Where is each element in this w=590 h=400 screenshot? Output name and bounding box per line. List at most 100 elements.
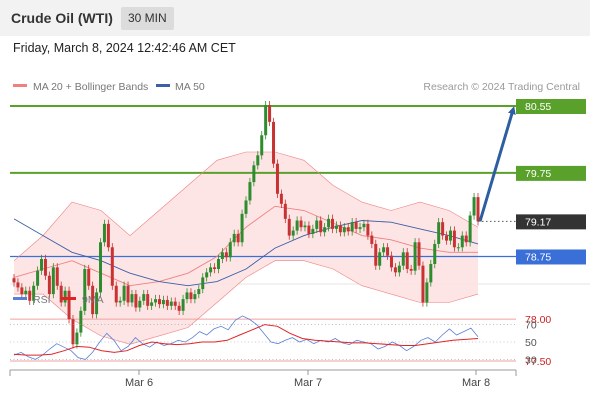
candle	[232, 229, 236, 247]
rsi-lines	[13, 315, 479, 360]
candle	[268, 100, 272, 127]
candle	[220, 248, 224, 264]
candle	[142, 289, 146, 305]
x-label-3: Mar 8	[462, 377, 490, 389]
candle	[24, 286, 28, 299]
candle	[389, 251, 393, 272]
candle	[295, 216, 299, 235]
candlestick-series	[12, 100, 480, 349]
candle	[346, 223, 350, 236]
candle	[299, 216, 303, 232]
candle	[185, 288, 189, 304]
candle	[75, 328, 79, 349]
moving-average-lines	[13, 151, 479, 345]
candle	[256, 151, 260, 170]
candle	[165, 295, 169, 310]
legend-ma50-label: MA 50	[175, 81, 205, 93]
candle	[327, 214, 331, 232]
legend-9ma-swatch	[62, 297, 76, 300]
level-tag-78-75	[516, 249, 586, 265]
candle	[138, 296, 142, 312]
candle	[114, 281, 118, 307]
candle	[63, 286, 67, 307]
candle	[374, 239, 378, 270]
candle	[43, 254, 47, 280]
candle	[193, 289, 197, 304]
candle	[272, 117, 276, 168]
ma20-line	[13, 205, 478, 287]
candle	[177, 301, 181, 315]
candle	[51, 263, 55, 299]
candle	[386, 243, 390, 260]
candle	[260, 131, 264, 160]
level-label-78-75: 78.75	[525, 251, 551, 263]
candle	[91, 281, 95, 319]
candle	[102, 219, 106, 247]
candle	[279, 189, 283, 208]
candle	[36, 266, 40, 290]
candle	[452, 226, 456, 252]
candle	[275, 159, 279, 198]
candle	[236, 229, 240, 247]
candle	[472, 192, 476, 220]
instrument-title: Crude Oil (WTI)	[11, 10, 113, 26]
candle	[417, 238, 421, 270]
timeframe-badge[interactable]: 30 MIN	[121, 7, 174, 30]
candle	[118, 296, 122, 307]
candle	[12, 274, 16, 287]
x-axis-labels: Mar 6 Mar 7 Mar 8	[125, 370, 490, 389]
bollinger-band-area	[14, 152, 478, 345]
candle	[287, 214, 291, 240]
rsi-gridlines: 70 50 30	[10, 320, 537, 366]
candle	[303, 221, 307, 232]
candle	[40, 254, 44, 275]
rsi-tick-70: 70	[525, 320, 537, 332]
candle	[323, 223, 327, 237]
candle	[460, 231, 464, 252]
candle	[150, 298, 154, 310]
candle	[83, 264, 87, 315]
level-tag-80-55	[516, 99, 586, 114]
candle	[126, 281, 130, 307]
legend-ma50-swatch	[156, 84, 170, 87]
level-label-78-00: 78.00	[525, 314, 551, 326]
candle	[413, 238, 417, 275]
candle	[382, 243, 386, 257]
candle	[248, 177, 252, 205]
x-label-2: Mar 7	[294, 377, 322, 389]
level-tag-79-17	[516, 214, 586, 230]
candle	[20, 283, 24, 299]
candle	[429, 259, 433, 287]
candle	[421, 261, 425, 307]
candle	[240, 209, 244, 247]
candle	[334, 221, 338, 234]
candle	[157, 294, 161, 309]
candle	[358, 223, 362, 234]
candle	[401, 248, 405, 270]
candle	[79, 306, 83, 337]
candle	[146, 289, 150, 310]
candle	[370, 231, 374, 249]
candle	[342, 223, 346, 237]
candle	[161, 295, 165, 309]
level-label-79-75: 79.75	[525, 168, 551, 180]
candle	[425, 278, 429, 307]
candle	[409, 264, 413, 275]
candle	[456, 243, 460, 252]
candle	[405, 248, 409, 274]
candle	[130, 289, 134, 307]
chart-header: Crude Oil (WTI) 30 MIN	[0, 0, 590, 36]
candle	[448, 226, 452, 245]
x-label-1: Mar 6	[125, 377, 153, 389]
candle	[173, 297, 177, 310]
candle	[366, 219, 370, 240]
candle	[201, 273, 205, 294]
candle	[87, 264, 91, 290]
candle	[362, 219, 366, 232]
legend-9ma-label: 9MA	[82, 294, 104, 306]
candle	[291, 226, 295, 240]
candle	[189, 288, 193, 304]
candle	[283, 199, 287, 224]
candle	[110, 243, 114, 290]
